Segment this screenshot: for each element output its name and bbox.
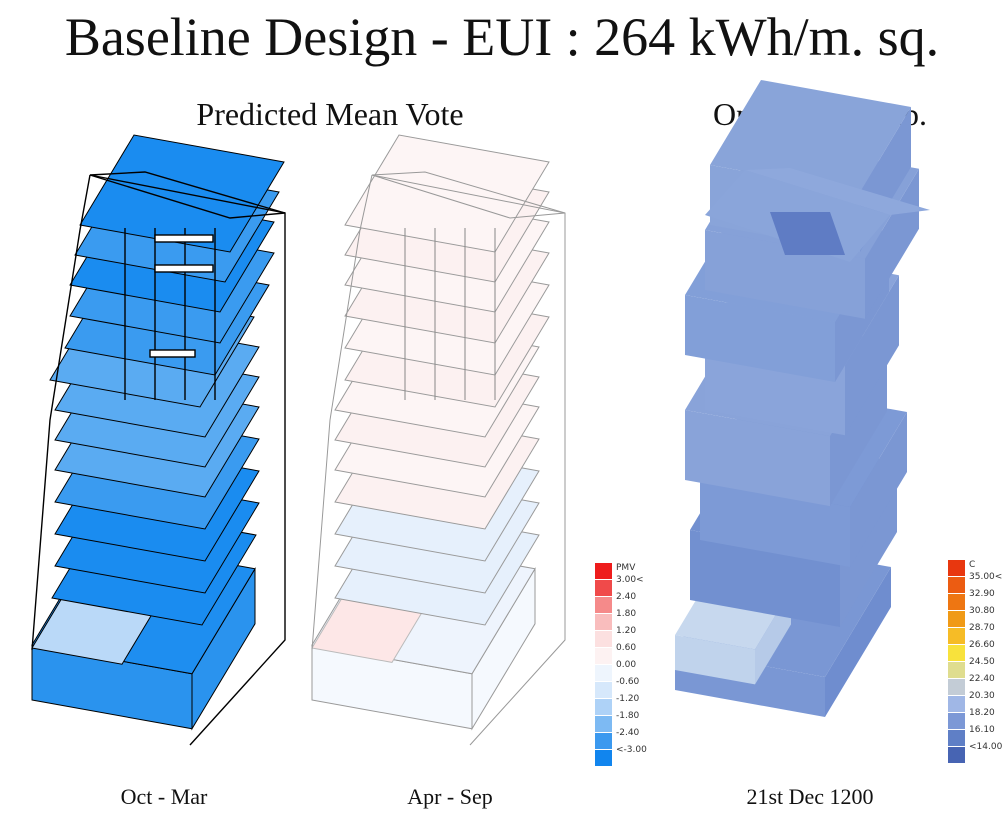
caption-oct-mar: Oct - Mar: [120, 784, 208, 809]
pmv-legend-swatch: [595, 699, 612, 715]
temp-legend-title: C: [969, 560, 976, 570]
pmv-legend-swatch: [595, 614, 612, 630]
wireframe-edge: [311, 174, 373, 651]
temp-legend-swatch: [948, 645, 965, 661]
pmv-legend-swatch: [595, 750, 612, 766]
pmv-legend-swatch: [595, 665, 612, 681]
block-face-side: [850, 412, 907, 567]
temp-legend-label: 26.60: [969, 640, 995, 650]
wireframe-edge: [89, 174, 286, 746]
block-face-side: [845, 275, 899, 436]
wireframe-roof: [89, 171, 286, 219]
block-face-front: [675, 635, 755, 685]
temp-legend-swatch: [948, 747, 965, 763]
block-face-top: [710, 80, 911, 192]
pmv-legend-label: -1.80: [616, 711, 640, 721]
wireframe-edge: [31, 174, 91, 651]
floor-slab: [344, 134, 550, 253]
building-pmv-apr-sep: [311, 134, 566, 746]
building-pmv-oct-mar: [31, 134, 286, 746]
roof-top: [745, 168, 930, 215]
temp-legend-swatch: [948, 611, 965, 627]
temp-legend-swatch: [948, 628, 965, 644]
temp-legend-swatch: [948, 560, 965, 576]
temp-legend-label: 18.20: [969, 708, 995, 718]
pmv-legend-swatch: [595, 631, 612, 647]
temp-legend-label: 35.00<: [969, 572, 1003, 582]
caption-21st-dec-1200: 21st Dec 1200: [746, 784, 874, 809]
pmv-legend-swatch: [595, 597, 612, 613]
wireframe-roof: [371, 171, 566, 219]
caption-apr-sep: Apr - Sep: [407, 784, 493, 809]
temp-legend-label: 20.30: [969, 691, 995, 701]
page-title: Baseline Design - EUI : 264 kWh/m. sq.: [64, 7, 940, 67]
pmv-legend-swatch: [595, 648, 612, 664]
temp-legend-swatch: [948, 577, 965, 593]
wireframe-edge: [371, 174, 566, 746]
temp-legend-swatch: [948, 594, 965, 610]
temp-legend-swatch: [948, 696, 965, 712]
temp-legend-label: 16.10: [969, 725, 995, 735]
block-face-side: [825, 567, 891, 717]
pmv-legend-label: 3.00<: [616, 575, 644, 585]
pmv-legend-swatch: [595, 716, 612, 732]
pmv-legend-swatch: [595, 563, 612, 579]
pmv-legend-swatch: [595, 682, 612, 698]
temp-legend-label: 30.80: [969, 606, 995, 616]
building-operative-temp: [675, 80, 930, 717]
skylight-strip: [154, 264, 214, 273]
skylight-strip: [154, 234, 214, 243]
pmv-legend-label: 1.20: [616, 626, 637, 636]
block-face-front: [685, 295, 835, 382]
temp-legend-label: 24.50: [969, 657, 995, 667]
temp-legend-label: 28.70: [969, 623, 995, 633]
block-face-front: [685, 410, 830, 507]
pmv-legend-label: 0.60: [616, 643, 637, 653]
pmv-legend-title: PMV: [616, 563, 636, 573]
pmv-legend-label: 1.80: [616, 609, 637, 619]
pmv-legend-label: 0.00: [616, 660, 637, 670]
pmv-legend-swatch: [595, 580, 612, 596]
pmv-legend-label: 2.40: [616, 592, 637, 602]
temp-legend-swatch: [948, 662, 965, 678]
pmv-legend-label: -1.20: [616, 694, 640, 704]
pmv-legend-label: -0.60: [616, 677, 640, 687]
roof-opening: [770, 212, 845, 255]
temp-legend-swatch: [948, 679, 965, 695]
pmv-legend-swatch: [595, 733, 612, 749]
temp-legend-swatch: [948, 730, 965, 746]
pmv-legend-label: <-3.00: [616, 745, 647, 755]
skylight-strip: [149, 349, 196, 358]
temp-legend-label: 32.90: [969, 589, 995, 599]
temp-legend-label: <14.00: [969, 742, 1003, 752]
temp-legend-label: 22.40: [969, 674, 995, 684]
temp-legend-swatch: [948, 713, 965, 729]
pmv-legend-label: -2.40: [616, 728, 640, 738]
section-title-pmv: Predicted Mean Vote: [196, 96, 464, 132]
